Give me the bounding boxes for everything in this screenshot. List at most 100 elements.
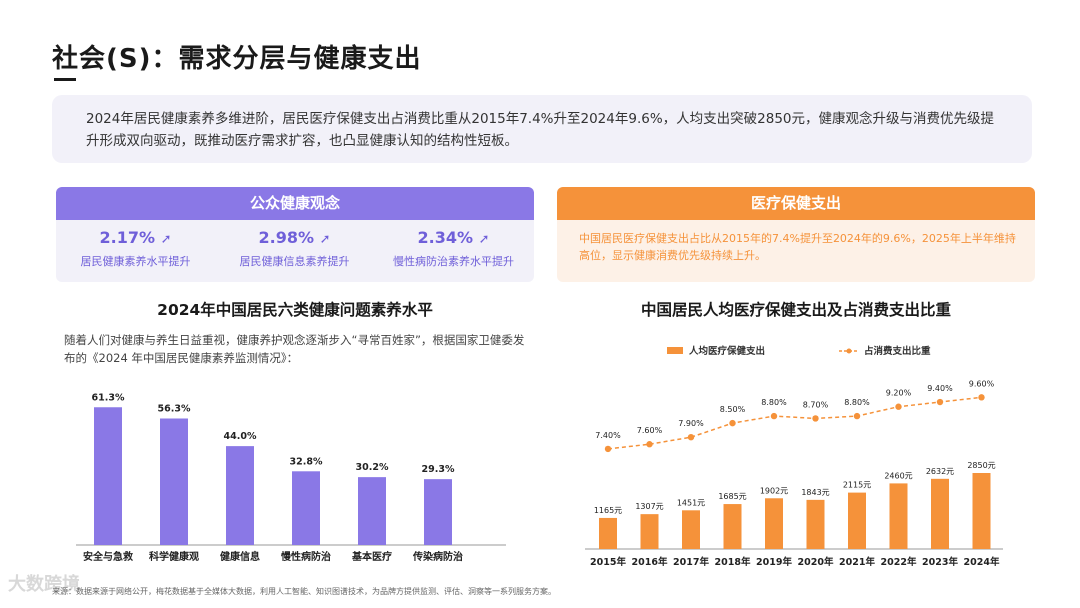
line-value-label: 8.70% (803, 400, 829, 409)
stat-value: 2.17% (99, 228, 156, 247)
bar (640, 514, 659, 549)
bar (160, 418, 188, 545)
x-tick-label: 健康信息 (220, 550, 260, 563)
legend-line-marker (846, 348, 852, 354)
arrow-up-icon: ➚ (319, 232, 331, 247)
medical-spending-box: 中国居民医疗保健支出占比从2015年的7.4%提升至2024年的9.6%，202… (557, 220, 1035, 282)
literacy-bar-chart: 61.3% 安全与急救 56.3% 科学健康观 44.0% 健康信息 32.8% 慢性病防治 3… (76, 392, 506, 563)
legend-bar-label: 人均医疗保健支出 (689, 345, 765, 357)
x-tick-label: 2021年 (839, 556, 875, 568)
line-value-label: 8.80% (844, 398, 870, 407)
bar-value-label: 1902元 (760, 486, 788, 495)
bar-value-label: 61.3% (92, 392, 125, 403)
bar (226, 446, 254, 545)
medical-spending-header: 医疗保健支出 (557, 187, 1035, 220)
x-tick-label: 基本医疗 (351, 550, 392, 563)
legend-bar-swatch (667, 347, 683, 354)
line-value-label: 8.50% (720, 405, 746, 414)
bar (723, 504, 742, 549)
line-value-label: 9.60% (969, 379, 995, 388)
arrow-up-icon: ➚ (160, 232, 172, 247)
bar (424, 479, 452, 545)
stat-health-literacy: 2.17% ➚ 居民健康素养水平提升 (56, 228, 215, 269)
line-point (936, 398, 944, 406)
line-point (978, 394, 985, 401)
arrow-up-icon: ➚ (478, 232, 490, 247)
summary-box: 2024年居民健康素养多维进阶，居民医疗保健支出占消费比重从2015年7.4%升… (52, 95, 1032, 163)
line-value-label: 9.40% (927, 384, 953, 393)
bar (972, 473, 991, 549)
stat-label: 居民健康素养水平提升 (80, 255, 191, 268)
bar-value-label: 2115元 (843, 481, 871, 490)
right-chart-title: 中国居民人均医疗保健支出及占消费支出比重 (640, 301, 951, 319)
page-title: 社会(S)：需求分层与健康支出 (52, 44, 422, 74)
x-tick-label: 2023年 (922, 556, 958, 568)
line-point (729, 419, 736, 427)
bar-value-label: 2850元 (967, 461, 995, 470)
medical-spending-text: 中国居民医疗保健支出占比从2015年的7.4%提升至2024年的9.6%，202… (579, 232, 1016, 262)
line-value-label: 7.40% (595, 431, 621, 440)
line-point (812, 415, 819, 422)
bar-value-label: 1307元 (635, 502, 663, 511)
line-value-label: 8.80% (761, 398, 787, 407)
line-series (607, 396, 982, 450)
line-point (646, 441, 653, 448)
bar-value-label: 1685元 (718, 492, 746, 501)
x-tick-label: 2024年 (964, 556, 1000, 568)
line-value-label: 7.60% (637, 426, 663, 435)
x-tick-label: 安全与急救 (83, 550, 133, 563)
x-tick-label: 传染病防治 (412, 550, 463, 563)
bar (765, 498, 783, 549)
bar (889, 483, 908, 549)
x-tick-label: 2016年 (632, 556, 668, 568)
title-underline (54, 78, 76, 81)
x-tick-label: 科学健康观 (149, 550, 199, 563)
bar-value-label: 30.2% (356, 462, 389, 473)
bar-value-label: 29.3% (422, 464, 455, 475)
footer-source: 来源：数据来源于网络公开，梅花数据基于全媒体大数据，利用人工智能、知识图谱技术，… (52, 587, 556, 596)
bar-value-label: 2460元 (884, 471, 912, 480)
bar-value-label: 1165元 (594, 506, 622, 515)
bar (682, 510, 700, 549)
bar-value-label: 44.0% (224, 431, 257, 442)
stat-value: 2.34% (417, 228, 474, 247)
bar-value-label: 56.3% (158, 403, 191, 414)
bar (358, 477, 386, 545)
stat-label: 居民健康信息素养提升 (239, 255, 350, 268)
public-health-stats: 2.17% ➚ 居民健康素养水平提升 2.98% ➚ 居民健康信息素养提升 2.… (56, 220, 534, 282)
x-tick-label: 慢性病防治 (281, 550, 331, 563)
stat-chronic-literacy: 2.34% ➚ 慢性病防治素养水平提升 (374, 228, 533, 269)
bar (94, 407, 122, 545)
bar (599, 517, 617, 549)
x-tick-label: 2022年 (881, 556, 917, 568)
x-tick-label: 2017年 (673, 556, 709, 568)
bar (292, 471, 320, 545)
stat-info-literacy: 2.98% ➚ 居民健康信息素养提升 (215, 228, 374, 269)
left-chart-description: 随着人们对健康与养生日益重视，健康养护观念逐渐步入“寻常百姓家”，根据国家卫健委… (64, 333, 525, 365)
spending-combo-chart: 人均医疗保健支出 占消费支出比重 1165元 2015年 1307元 2016年 1451元… (585, 345, 1003, 568)
line-value-label: 9.20% (886, 389, 912, 398)
bar (848, 492, 866, 549)
line-point (604, 445, 612, 453)
stat-label: 慢性病防治素养水平提升 (393, 255, 514, 268)
line-point (895, 403, 902, 410)
bar-value-label: 1451元 (677, 498, 705, 507)
line-value-label: 7.90% (678, 419, 704, 428)
bar-value-label: 1843元 (801, 488, 829, 497)
watermark: 大数跨境 (8, 574, 80, 595)
stat-value: 2.98% (258, 228, 315, 247)
bar (806, 499, 825, 549)
line-point (770, 412, 778, 420)
bar (931, 478, 949, 549)
summary-text: 2024年居民健康素养多维进阶，居民医疗保健支出占消费比重从2015年7.4%升… (86, 111, 995, 149)
x-tick-label: 2018年 (715, 556, 751, 568)
bar-value-label: 32.8% (290, 456, 323, 467)
public-health-header: 公众健康观念 (56, 187, 534, 220)
x-tick-label: 2015年 (590, 556, 626, 568)
bar-value-label: 2632元 (926, 467, 954, 476)
legend-line-label: 占消费支出比重 (864, 345, 931, 357)
line-point (687, 433, 695, 441)
x-tick-label: 2019年 (756, 556, 792, 568)
x-tick-label: 2020年 (798, 556, 834, 568)
line-point (853, 412, 861, 420)
